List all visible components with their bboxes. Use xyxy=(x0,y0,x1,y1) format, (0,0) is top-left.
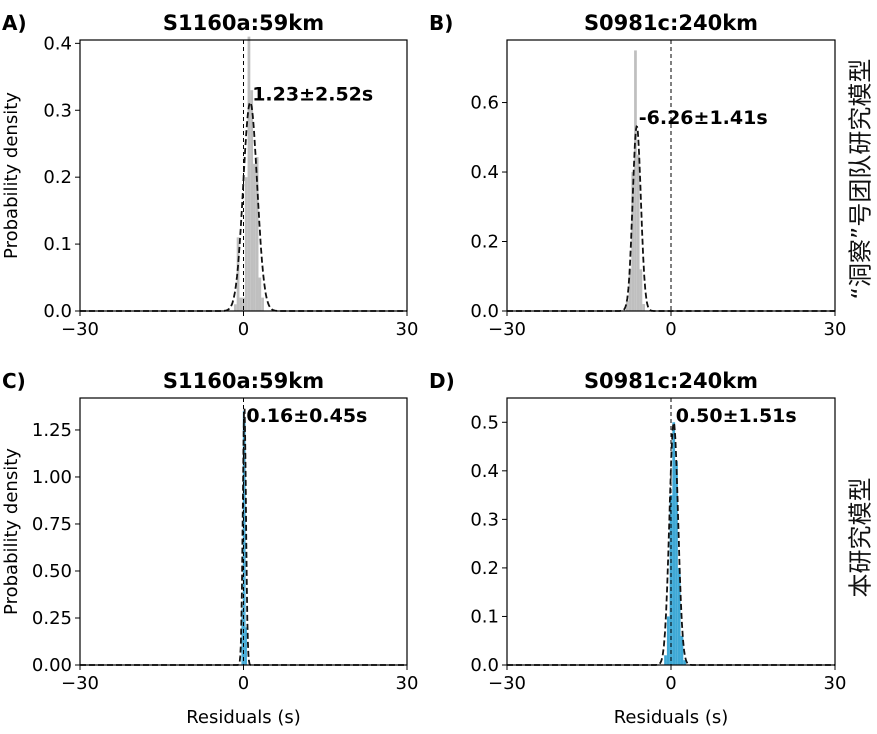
y-tick-label: 0.2 xyxy=(43,167,72,188)
histogram-bar xyxy=(253,163,256,311)
histogram-bar xyxy=(628,269,632,311)
histogram-bar xyxy=(672,422,676,665)
panel-title: S0981c:240km xyxy=(584,11,758,35)
panel-a: −30 0 30 0.0 0.1 0.2 0.3 0.4 S1160a:59km A) 1.23±2… xyxy=(1,11,418,340)
histogram-bar xyxy=(680,635,684,665)
histogram-bar xyxy=(675,461,678,665)
y-tick-label: 0.75 xyxy=(32,514,72,535)
panel-d: −30 0 30 0.0 0.1 0.2 0.3 0.4 0.5 S0981c:240km D) 0.… xyxy=(429,369,846,728)
y-tick-label: 0.00 xyxy=(32,655,72,676)
histogram-bar xyxy=(258,277,262,311)
x-tick-label: −30 xyxy=(488,319,526,340)
side-label-top: “洞察”号团队研究模型 xyxy=(846,58,875,300)
panel-label: C) xyxy=(2,369,26,393)
y-tick-label: 0.4 xyxy=(43,33,72,54)
histogram-bar xyxy=(241,608,243,665)
histogram-bar xyxy=(255,157,259,311)
fit-annotation: 0.16±0.45s xyxy=(246,405,367,427)
x-tick-label: 30 xyxy=(824,319,847,340)
y-tick-label: 0.6 xyxy=(470,93,499,114)
x-tick-label: 30 xyxy=(396,319,419,340)
histogram-bar xyxy=(239,297,243,311)
y-tick-label: 0.25 xyxy=(32,608,72,629)
y-tick-label: 1.25 xyxy=(32,420,72,441)
y-tick-label: 1.00 xyxy=(32,467,72,488)
histogram-bar xyxy=(666,616,670,665)
histogram-bar xyxy=(636,154,640,311)
y-tick-label: 0.2 xyxy=(470,558,499,579)
y-tick-label: 0.0 xyxy=(43,301,72,322)
x-axis-label: Residuals (s) xyxy=(614,707,729,728)
histogram-bar xyxy=(625,300,629,311)
histogram-bar xyxy=(634,50,637,312)
y-tick-label: 0.50 xyxy=(32,561,72,582)
x-tick-label: 0 xyxy=(238,673,249,694)
histogram-bar xyxy=(242,297,245,311)
y-tick-label: 0.0 xyxy=(470,655,499,676)
panel-label: B) xyxy=(429,11,453,35)
x-tick-label: 0 xyxy=(665,673,676,694)
x-tick-label: −30 xyxy=(61,319,99,340)
x-tick-label: 0 xyxy=(238,319,249,340)
x-axis-label: Residuals (s) xyxy=(186,707,301,728)
panel-title: S1160a:59km xyxy=(163,369,324,393)
histogram-bar xyxy=(677,567,681,665)
panel-c: −30 0 30 0.00 0.25 0.50 0.75 1.00 1.25 S1160a:59k… xyxy=(1,369,418,728)
y-tick-label: 0.3 xyxy=(43,100,72,121)
y-tick-label: 0.3 xyxy=(470,509,499,530)
histogram-bar xyxy=(245,627,247,665)
histogram-bar xyxy=(664,655,667,665)
y-tick-label: 0.4 xyxy=(470,461,499,482)
y-tick-label: 0.0 xyxy=(470,301,499,322)
x-tick-label: 30 xyxy=(824,673,847,694)
panel-label: D) xyxy=(429,369,455,393)
histogram-bar xyxy=(639,269,643,311)
x-tick-label: −30 xyxy=(488,673,526,694)
y-tick-label: 0.4 xyxy=(470,162,499,183)
y-tick-label: 0.1 xyxy=(470,606,499,627)
fit-annotation: -6.26±1.41s xyxy=(639,107,768,129)
fit-annotation: 0.50±1.51s xyxy=(676,405,797,427)
x-tick-label: −30 xyxy=(61,673,99,694)
x-tick-label: 30 xyxy=(396,673,419,694)
y-tick-label: 0.5 xyxy=(470,412,499,433)
histogram-bar xyxy=(261,297,264,311)
y-axis-label: Probability density xyxy=(1,92,22,259)
histogram-bar xyxy=(244,177,248,311)
histogram-bar xyxy=(631,172,635,311)
y-axis-label: Probability density xyxy=(1,448,22,615)
histogram-bar xyxy=(642,304,646,311)
panel-label: A) xyxy=(2,11,27,35)
histogram-bar xyxy=(244,420,246,665)
y-tick-label: 0.1 xyxy=(43,234,72,255)
histogram-bar xyxy=(233,304,237,311)
fit-annotation: 1.23±2.52s xyxy=(252,83,373,105)
histogram-bar xyxy=(683,660,687,665)
panel-title: S1160a:59km xyxy=(163,11,324,35)
side-label-bottom: 本研究模型 xyxy=(846,477,875,598)
panel-b: −30 0 30 0.0 0.2 0.4 0.6 S0981c:240km B) -6.26±1.… xyxy=(429,11,846,340)
y-tick-label: 0.2 xyxy=(470,232,499,253)
histogram-bar xyxy=(247,36,251,311)
panel-title: S0981c:240km xyxy=(584,369,758,393)
histogram-bar xyxy=(250,90,254,312)
x-tick-label: 0 xyxy=(665,319,676,340)
